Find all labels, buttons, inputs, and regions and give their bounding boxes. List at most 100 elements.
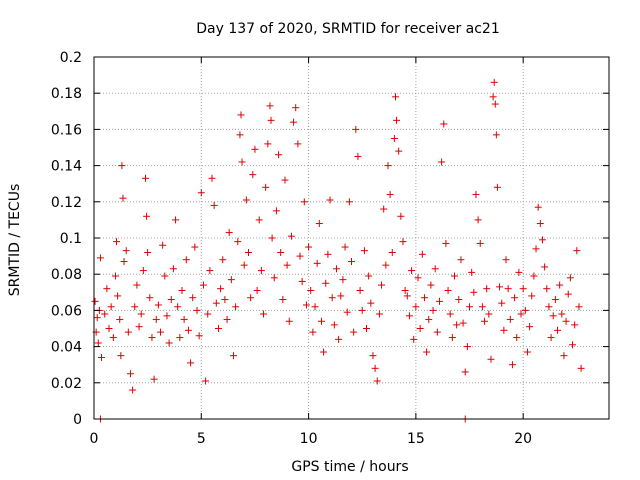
data-point [152, 315, 160, 323]
data-point [337, 292, 345, 300]
data-point [418, 250, 426, 258]
data-point [219, 256, 227, 264]
data-point [363, 325, 371, 332]
data-point [109, 334, 117, 342]
data-point [481, 317, 489, 325]
data-point [101, 310, 109, 318]
data-point [558, 310, 566, 318]
data-point [180, 315, 188, 323]
data-point [386, 191, 394, 199]
data-point [260, 310, 268, 318]
data-point [468, 268, 476, 276]
data-point [204, 310, 212, 318]
data-point [423, 348, 431, 356]
data-point [217, 285, 225, 293]
data-point [122, 247, 130, 255]
data-point [302, 301, 310, 309]
y-tick-label: 0.02 [51, 376, 82, 392]
data-point [489, 93, 497, 101]
data-point [577, 364, 585, 372]
data-point [448, 334, 456, 342]
data-point [472, 191, 480, 199]
data-point [455, 296, 463, 304]
data-point [384, 162, 392, 170]
data-point [294, 140, 302, 148]
data-point [197, 189, 205, 197]
data-point [500, 326, 508, 334]
data-point [358, 306, 366, 314]
data-point [502, 256, 510, 264]
data-point [240, 261, 248, 269]
data-point [221, 296, 229, 304]
data-point [562, 317, 570, 325]
data-point [478, 303, 486, 311]
x-tick-label: 20 [514, 431, 532, 447]
data-point [191, 243, 199, 251]
data-point [111, 272, 119, 280]
data-point [124, 328, 132, 336]
data-point [182, 256, 190, 264]
data-point [253, 286, 261, 294]
y-tick-label: 0.14 [51, 159, 82, 175]
data-point [556, 281, 564, 289]
data-point [369, 352, 377, 360]
data-point [365, 272, 373, 280]
data-point [214, 325, 222, 332]
data-point [113, 238, 121, 246]
data-point [470, 288, 478, 296]
data-point [157, 328, 165, 336]
data-point [315, 220, 323, 228]
data-point [320, 348, 328, 356]
data-point [519, 285, 527, 293]
data-point [382, 261, 390, 269]
data-point [159, 241, 167, 249]
data-point [354, 153, 362, 161]
data-point [517, 310, 525, 318]
data-point [290, 118, 298, 126]
data-point [277, 248, 285, 256]
data-point [146, 294, 154, 302]
data-point [534, 203, 542, 211]
data-point [184, 326, 192, 334]
data-point [307, 286, 315, 294]
data-point [255, 216, 263, 224]
data-point [117, 352, 125, 360]
data-point [356, 286, 364, 294]
data-point [451, 272, 458, 280]
data-point [322, 279, 330, 287]
data-point [281, 176, 289, 184]
data-point [144, 248, 152, 256]
data-points [91, 78, 585, 423]
data-point [367, 299, 375, 307]
data-point [202, 377, 210, 385]
data-point [453, 321, 461, 329]
data-point [485, 310, 493, 318]
data-point [232, 303, 240, 311]
y-tick-label: 0.16 [51, 122, 82, 138]
data-point [93, 314, 101, 322]
data-point [530, 272, 538, 280]
data-point [257, 267, 265, 275]
y-tick-label: 0.06 [51, 303, 82, 319]
data-point [236, 131, 244, 139]
data-point [332, 265, 340, 273]
data-point [569, 341, 577, 349]
data-point [287, 232, 295, 240]
data-point [234, 238, 242, 246]
data-point [135, 323, 143, 331]
data-point [575, 303, 583, 311]
data-point [339, 276, 347, 284]
data-point [490, 78, 498, 86]
y-tick-label: 0.18 [51, 86, 82, 102]
data-point [251, 145, 259, 153]
data-point [380, 205, 388, 213]
data-point [229, 352, 237, 360]
data-point [118, 162, 126, 170]
data-point [326, 196, 334, 204]
data-point [167, 296, 175, 304]
data-point [408, 267, 416, 275]
data-point [223, 315, 231, 323]
data-point [105, 325, 113, 332]
